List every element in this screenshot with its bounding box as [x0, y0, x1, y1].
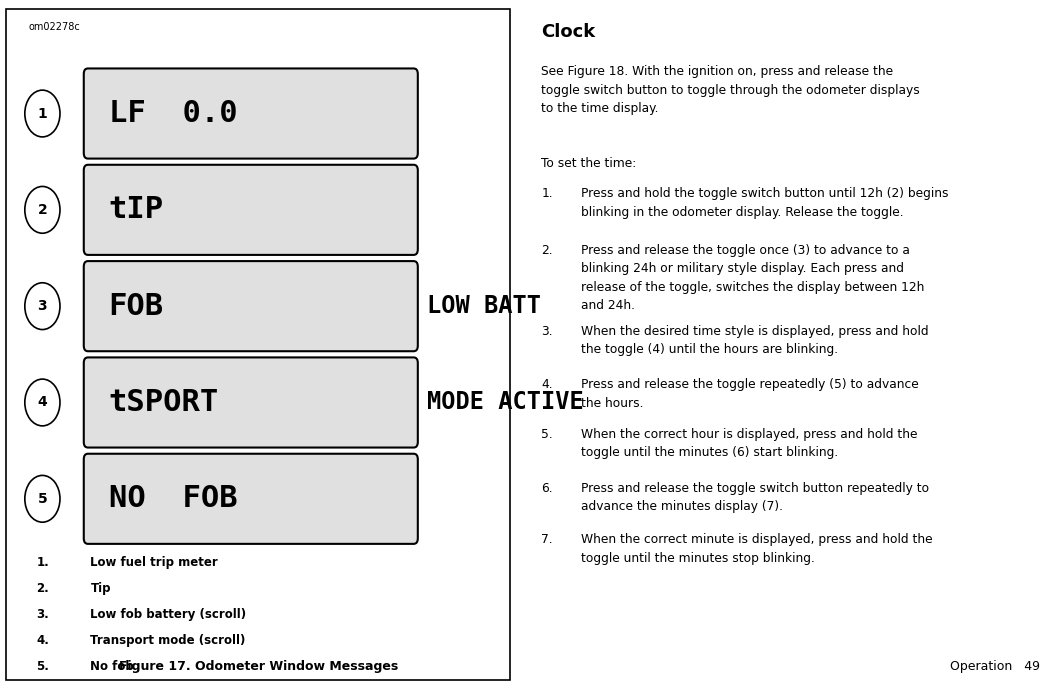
- Circle shape: [25, 379, 60, 426]
- Text: LF  0.0: LF 0.0: [108, 99, 238, 128]
- Text: Press and hold the toggle switch button until 12h (2) begins
blinking in the odo: Press and hold the toggle switch button …: [581, 187, 949, 219]
- Text: 2.: 2.: [37, 582, 49, 595]
- Circle shape: [25, 90, 60, 137]
- Text: 2: 2: [38, 203, 47, 217]
- Text: To set the time:: To set the time:: [541, 157, 637, 170]
- Text: Low fob battery (scroll): Low fob battery (scroll): [90, 608, 247, 621]
- FancyBboxPatch shape: [84, 358, 418, 448]
- Text: 4: 4: [38, 396, 47, 409]
- Text: 2.: 2.: [541, 244, 553, 257]
- Text: Figure 17. Odometer Window Messages: Figure 17. Odometer Window Messages: [119, 660, 398, 673]
- Text: MODE ACTIVE: MODE ACTIVE: [427, 391, 583, 414]
- Text: Operation   49: Operation 49: [950, 660, 1040, 673]
- Text: 5.: 5.: [36, 660, 49, 674]
- Text: tSPORT: tSPORT: [108, 388, 219, 417]
- Text: When the correct hour is displayed, press and hold the
toggle until the minutes : When the correct hour is displayed, pres…: [581, 428, 918, 460]
- FancyBboxPatch shape: [84, 165, 418, 255]
- Text: When the correct minute is displayed, press and hold the
toggle until the minute: When the correct minute is displayed, pr…: [581, 533, 933, 565]
- Text: Press and release the toggle once (3) to advance to a
blinking 24h or military s: Press and release the toggle once (3) to…: [581, 244, 925, 312]
- Text: 3.: 3.: [37, 608, 49, 621]
- Text: NO  FOB: NO FOB: [108, 484, 238, 513]
- Text: FOB: FOB: [108, 292, 164, 321]
- Circle shape: [25, 283, 60, 330]
- Text: 4.: 4.: [36, 634, 49, 647]
- Text: om02278c: om02278c: [28, 22, 80, 32]
- Text: Press and release the toggle switch button repeatedly to
advance the minutes dis: Press and release the toggle switch butt…: [581, 482, 929, 513]
- Text: 5: 5: [38, 492, 47, 506]
- Text: 6.: 6.: [541, 482, 553, 495]
- Text: 5.: 5.: [541, 428, 553, 441]
- Circle shape: [25, 475, 60, 522]
- Text: Low fuel trip meter: Low fuel trip meter: [90, 556, 219, 569]
- FancyBboxPatch shape: [84, 69, 418, 159]
- Text: 3: 3: [38, 299, 47, 313]
- Text: 4.: 4.: [541, 378, 553, 391]
- FancyBboxPatch shape: [84, 454, 418, 544]
- Text: When the desired time style is displayed, press and hold
the toggle (4) until th: When the desired time style is displayed…: [581, 325, 929, 356]
- Circle shape: [25, 186, 60, 233]
- Text: 7.: 7.: [541, 533, 553, 546]
- Text: 1.: 1.: [37, 556, 49, 569]
- Text: Tip: Tip: [90, 582, 111, 595]
- Text: 1.: 1.: [541, 187, 553, 200]
- Text: No fob: No fob: [90, 660, 135, 674]
- FancyBboxPatch shape: [84, 261, 418, 351]
- Text: 1: 1: [38, 107, 47, 120]
- FancyBboxPatch shape: [6, 9, 511, 680]
- Text: Press and release the toggle repeatedly (5) to advance
the hours.: Press and release the toggle repeatedly …: [581, 378, 919, 410]
- Text: 3.: 3.: [541, 325, 553, 338]
- Text: See Figure 18. With the ignition on, press and release the
toggle switch button : See Figure 18. With the ignition on, pre…: [541, 65, 921, 116]
- Text: LOW BATT: LOW BATT: [427, 294, 540, 318]
- Text: Clock: Clock: [541, 23, 596, 41]
- Text: Transport mode (scroll): Transport mode (scroll): [90, 634, 246, 647]
- Text: tIP: tIP: [108, 195, 164, 224]
